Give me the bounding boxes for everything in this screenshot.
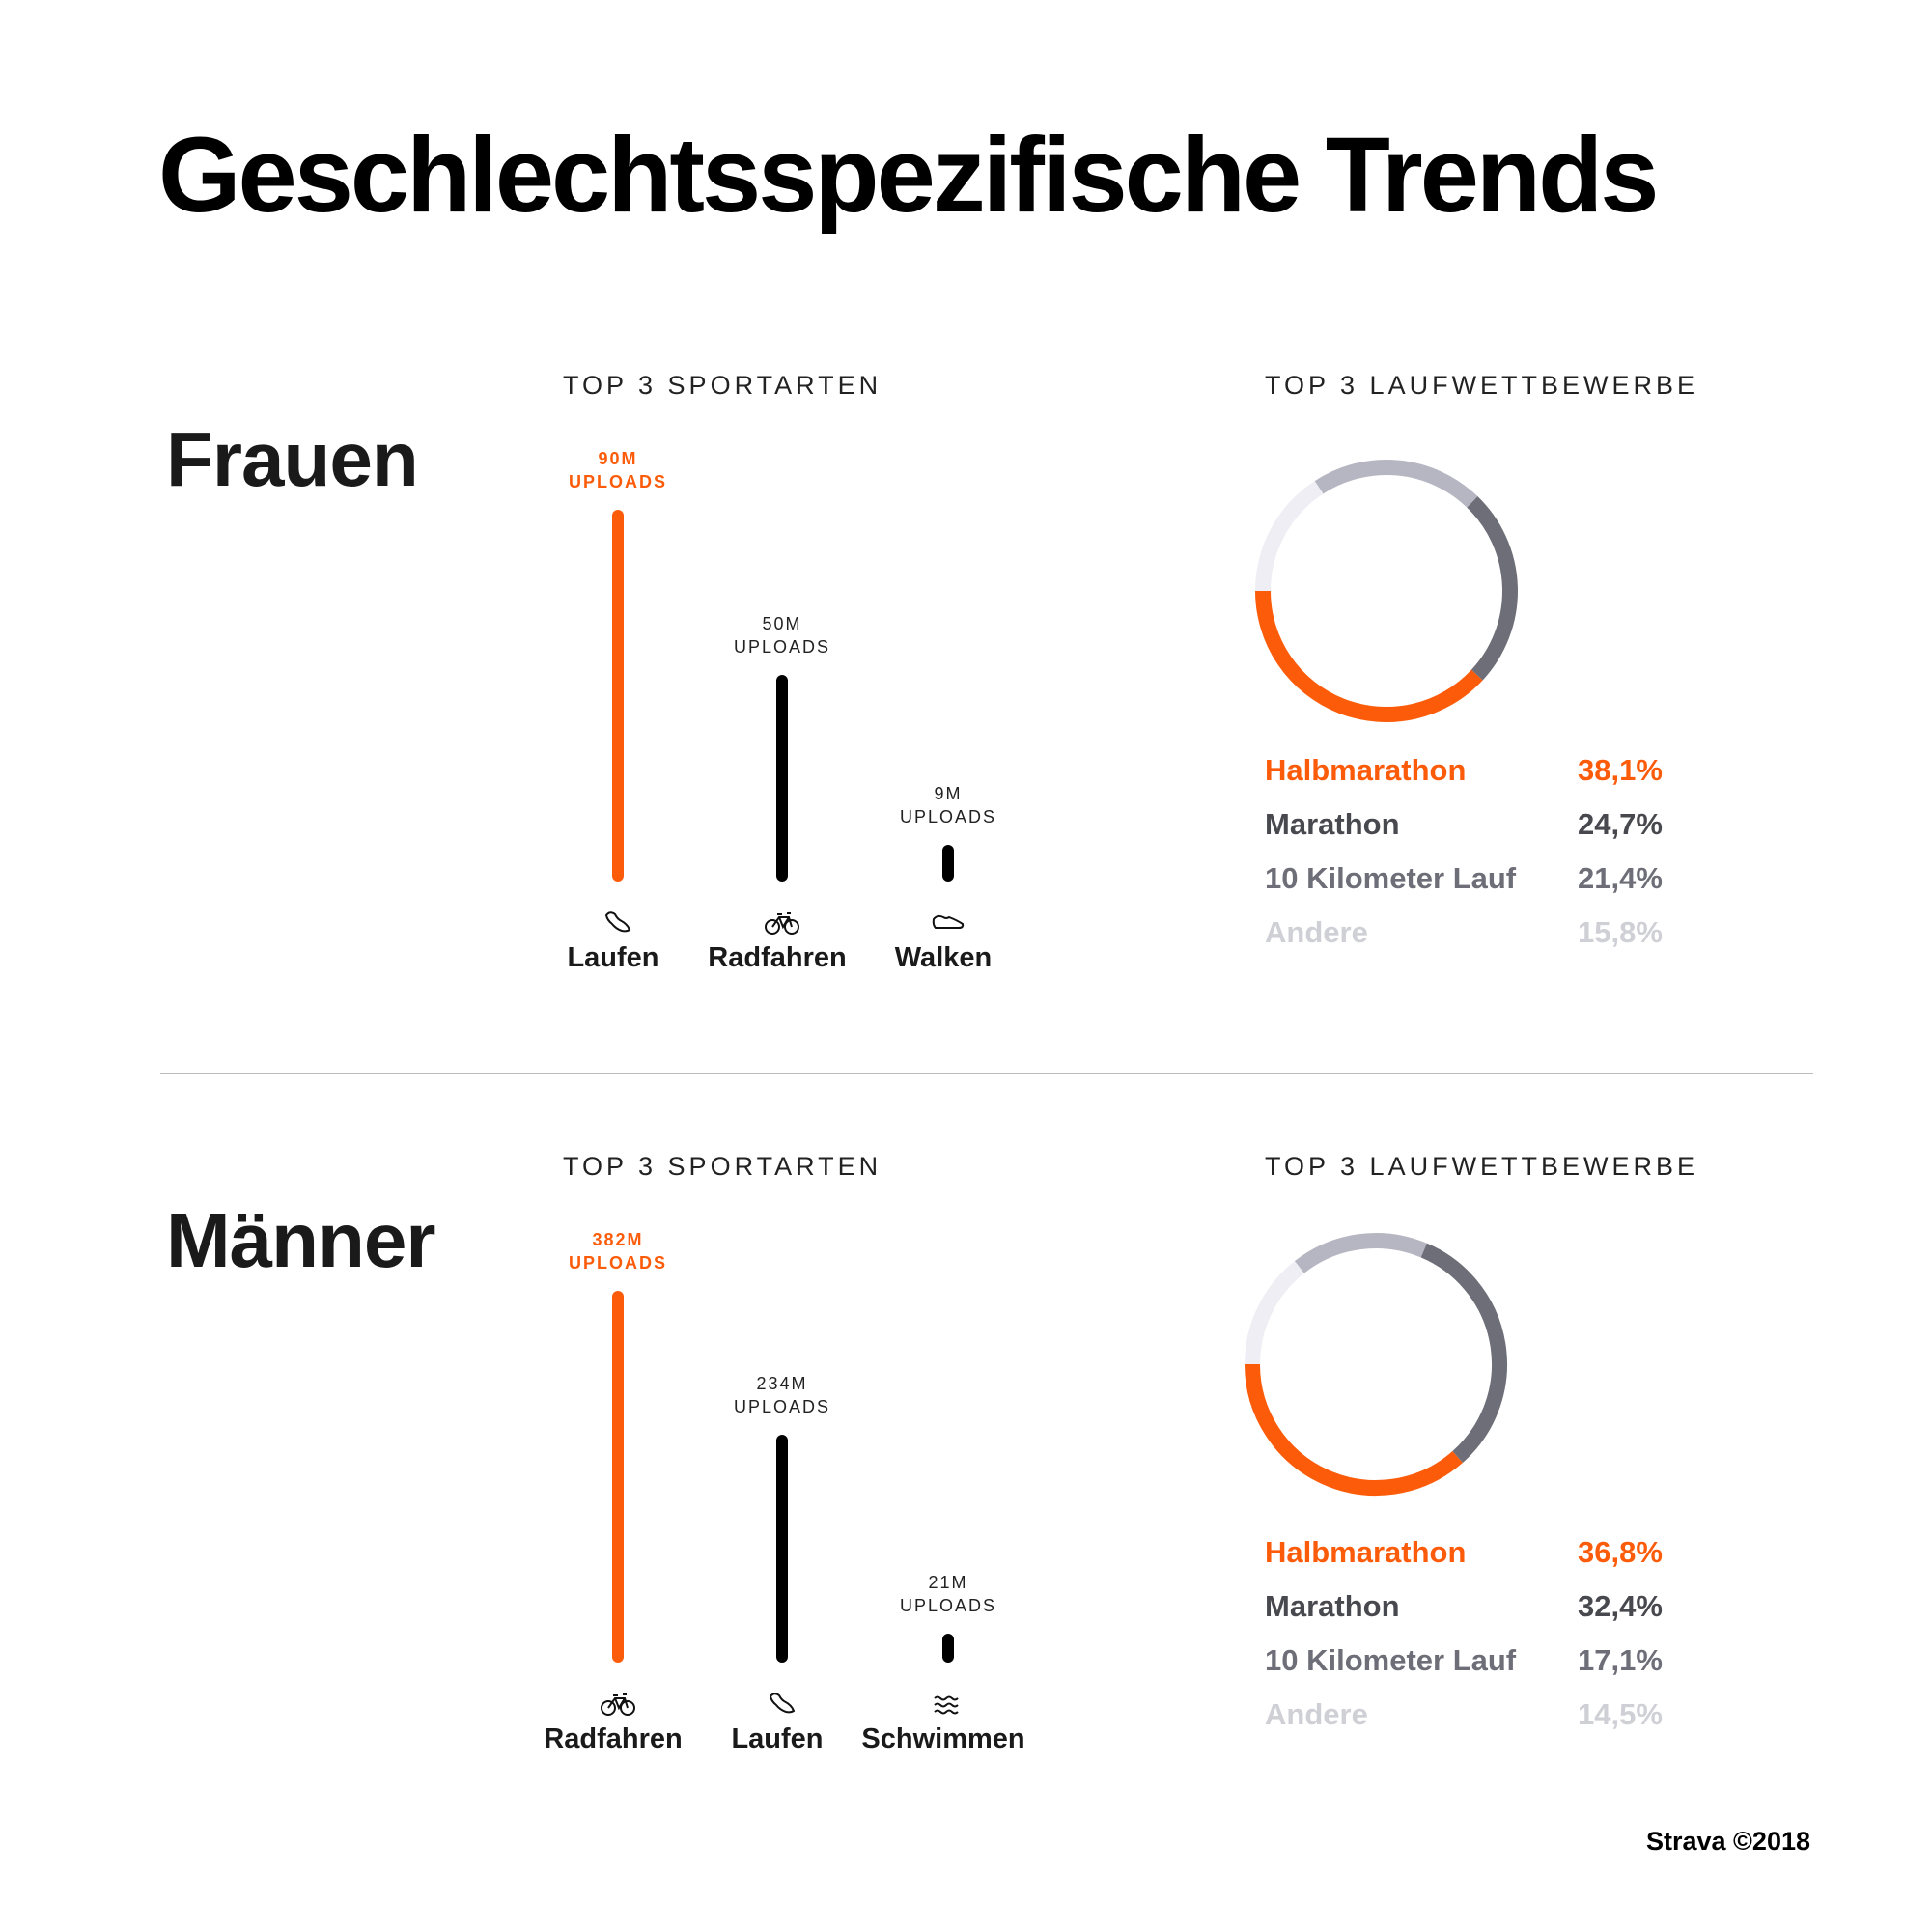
- donut-slice: [1245, 1261, 1304, 1365]
- category-label: Laufen: [731, 1723, 824, 1754]
- legend-value: 15,8%: [1578, 915, 1663, 949]
- section-frauen: Frauen TOP 3 SPORTARTEN TOP 3 LAUFWETTBE…: [0, 367, 1932, 1139]
- gender-heading: Männer: [166, 1197, 435, 1283]
- category-label: Walken: [894, 942, 993, 973]
- donut-slice: [1294, 1233, 1427, 1273]
- donut-slice: [1255, 590, 1483, 722]
- bar: [942, 1634, 954, 1663]
- races-heading: TOP 3 LAUFWETTBEWERBE: [1265, 371, 1699, 400]
- bar: [942, 844, 954, 882]
- value-label-line: 234M: [756, 1374, 808, 1394]
- gender-heading: Frauen: [166, 416, 419, 502]
- value-label-line: 90M: [598, 449, 638, 468]
- legend-value: 21,4%: [1578, 861, 1663, 895]
- value-label: 90M UPLOADS: [541, 447, 695, 493]
- value-label-line: 9M: [934, 783, 963, 803]
- value-label-line: UPLOADS: [899, 806, 997, 826]
- legend-label: Halbmarathon: [1265, 753, 1467, 787]
- running-shoe-icon: [604, 911, 631, 933]
- donut-slice: [1467, 496, 1518, 681]
- value-label: 234M UPLOADS: [705, 1372, 859, 1418]
- bicycle-icon: [765, 912, 799, 935]
- value-label-line: 382M: [592, 1230, 644, 1249]
- sports-heading: TOP 3 SPORTARTEN: [563, 371, 882, 400]
- legend-label: Andere: [1265, 1697, 1368, 1731]
- value-label: 9M UPLOADS: [871, 782, 1025, 828]
- value-label-line: UPLOADS: [733, 1397, 831, 1417]
- value-label-line: 21M: [928, 1573, 968, 1592]
- legend-label: 10 Kilometer Lauf: [1265, 1643, 1517, 1677]
- legend-label: Andere: [1265, 915, 1368, 949]
- page-title: Geschlechtsspezifische Trends: [158, 116, 1659, 235]
- category-label: Radfahren: [708, 942, 847, 973]
- legend-value: 38,1%: [1578, 753, 1663, 787]
- legend-label: 10 Kilometer Lauf: [1265, 861, 1517, 895]
- races-heading: TOP 3 LAUFWETTBEWERBE: [1265, 1152, 1699, 1181]
- bar: [612, 510, 624, 882]
- value-label: 50M UPLOADS: [705, 612, 859, 658]
- category-label: Laufen: [567, 942, 659, 973]
- category-label: Schwimmen: [861, 1723, 1025, 1754]
- copyright: Strava ©2018: [1645, 1827, 1810, 1856]
- legend-label: Marathon: [1265, 807, 1400, 841]
- donut-slice: [1255, 481, 1324, 592]
- donut-slice: [1245, 1363, 1463, 1496]
- donut-slice: [1420, 1243, 1507, 1463]
- sports-heading: TOP 3 SPORTARTEN: [563, 1152, 882, 1181]
- donut-chart: [1245, 1233, 1507, 1496]
- value-label-line: UPLOADS: [568, 472, 667, 491]
- swimming-waves-icon: [934, 1695, 959, 1715]
- donut-chart: [1255, 460, 1518, 722]
- value-label-line: 50M: [762, 614, 802, 634]
- section-maenner: Männer TOP 3 SPORTARTEN TOP 3 LAUFWETTBE…: [0, 1148, 1932, 1920]
- donut-slice: [1314, 460, 1478, 508]
- legend-value: 36,8%: [1578, 1535, 1663, 1569]
- value-label: 382M UPLOADS: [541, 1228, 695, 1274]
- legend-value: 24,7%: [1578, 807, 1663, 841]
- bar: [612, 1291, 624, 1663]
- legend-value: 14,5%: [1578, 1697, 1663, 1731]
- bicycle-icon: [601, 1693, 635, 1716]
- legend-label: Halbmarathon: [1265, 1535, 1467, 1569]
- value-label-line: UPLOADS: [568, 1253, 667, 1273]
- bar: [776, 675, 788, 882]
- value-label-line: UPLOADS: [899, 1596, 997, 1615]
- divider: [160, 1073, 1813, 1074]
- walking-shoe-icon: [932, 914, 965, 929]
- legend-value: 17,1%: [1578, 1643, 1663, 1677]
- running-shoe-icon: [769, 1693, 796, 1714]
- bar: [776, 1435, 788, 1663]
- category-label: Radfahren: [544, 1723, 683, 1754]
- value-label-line: UPLOADS: [733, 637, 831, 658]
- value-label: 21M UPLOADS: [871, 1571, 1025, 1617]
- legend-value: 32,4%: [1578, 1589, 1663, 1623]
- legend-label: Marathon: [1265, 1589, 1400, 1623]
